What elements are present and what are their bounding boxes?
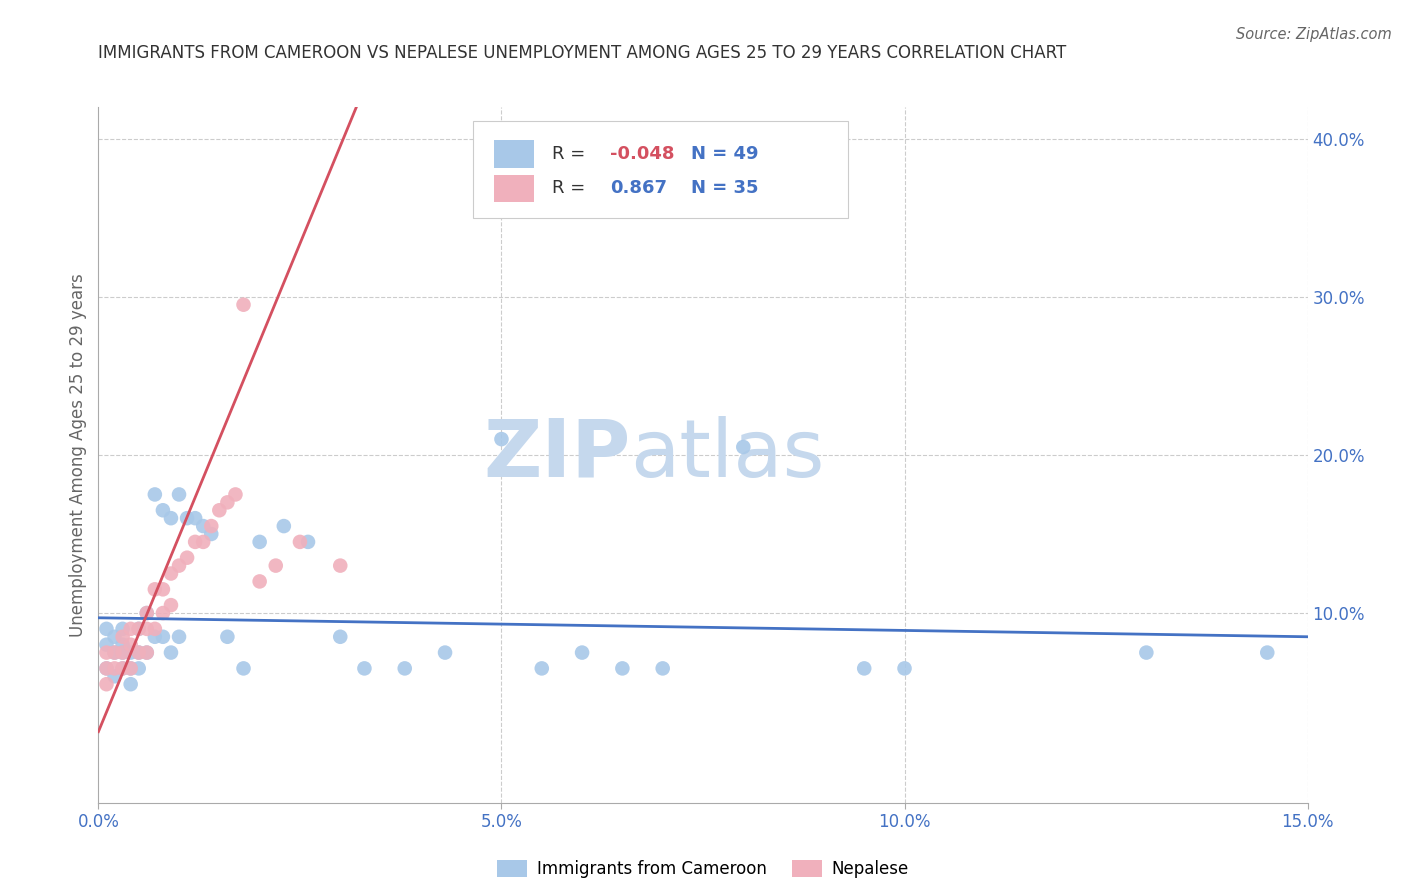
Point <box>893 661 915 675</box>
Text: 0.867: 0.867 <box>610 179 666 197</box>
Point <box>329 558 352 573</box>
Point <box>329 630 352 644</box>
Point <box>128 622 150 636</box>
Point <box>111 661 134 675</box>
Point <box>160 511 183 525</box>
Point <box>96 661 118 675</box>
Point <box>128 661 150 675</box>
Point <box>176 511 198 525</box>
FancyBboxPatch shape <box>494 140 534 168</box>
Text: atlas: atlas <box>630 416 825 494</box>
Point <box>103 661 125 675</box>
Point <box>111 638 134 652</box>
Legend: Immigrants from Cameroon, Nepalese: Immigrants from Cameroon, Nepalese <box>491 854 915 885</box>
Point <box>135 622 157 636</box>
Point <box>152 606 174 620</box>
Point <box>103 646 125 660</box>
Point <box>1256 646 1278 660</box>
Point <box>249 534 271 549</box>
Point <box>120 661 142 675</box>
Point <box>111 622 134 636</box>
Point <box>167 630 190 644</box>
FancyBboxPatch shape <box>494 175 534 202</box>
Point <box>217 630 239 644</box>
Point <box>1135 646 1157 660</box>
Point <box>249 574 271 589</box>
Point <box>103 646 125 660</box>
Point <box>160 598 183 612</box>
Text: Source: ZipAtlas.com: Source: ZipAtlas.com <box>1236 27 1392 42</box>
Point <box>111 646 134 660</box>
Point <box>853 661 876 675</box>
Point <box>571 646 593 660</box>
Text: N = 49: N = 49 <box>690 145 758 162</box>
Point <box>152 503 174 517</box>
Point <box>200 527 222 541</box>
Point <box>184 534 207 549</box>
Point <box>135 646 157 660</box>
Point <box>111 661 134 675</box>
Point <box>184 511 207 525</box>
Point <box>120 661 142 675</box>
Point <box>135 646 157 660</box>
Point <box>353 661 375 675</box>
Point <box>232 661 254 675</box>
Point <box>120 677 142 691</box>
Point <box>297 534 319 549</box>
Point <box>733 440 755 454</box>
Point <box>434 646 457 660</box>
Point <box>612 661 634 675</box>
Point <box>193 519 215 533</box>
Point <box>128 622 150 636</box>
Point <box>143 582 166 597</box>
Text: IMMIGRANTS FROM CAMEROON VS NEPALESE UNEMPLOYMENT AMONG AGES 25 TO 29 YEARS CORR: IMMIGRANTS FROM CAMEROON VS NEPALESE UNE… <box>98 45 1067 62</box>
Point <box>152 582 174 597</box>
Point <box>273 519 295 533</box>
Point <box>394 661 416 675</box>
Point <box>111 630 134 644</box>
Point <box>167 558 190 573</box>
Text: N = 35: N = 35 <box>690 179 758 197</box>
Text: -0.048: -0.048 <box>610 145 675 162</box>
Point <box>103 669 125 683</box>
Point <box>96 646 118 660</box>
Point <box>193 534 215 549</box>
Text: ZIP: ZIP <box>484 416 630 494</box>
Point <box>530 661 553 675</box>
Point <box>152 630 174 644</box>
Point <box>120 638 142 652</box>
Point <box>208 503 231 517</box>
Point <box>176 550 198 565</box>
Point <box>651 661 673 675</box>
Point <box>264 558 287 573</box>
Point <box>111 646 134 660</box>
Point <box>160 566 183 581</box>
Text: R =: R = <box>553 179 591 197</box>
Point <box>200 519 222 533</box>
Point <box>96 622 118 636</box>
Point <box>217 495 239 509</box>
Point <box>135 606 157 620</box>
Point <box>160 646 183 660</box>
Point <box>288 534 311 549</box>
Text: R =: R = <box>553 145 591 162</box>
Point <box>143 630 166 644</box>
Point <box>103 630 125 644</box>
Point <box>120 622 142 636</box>
Point <box>167 487 190 501</box>
Point <box>96 638 118 652</box>
FancyBboxPatch shape <box>474 121 848 219</box>
Point <box>96 677 118 691</box>
Point <box>143 622 166 636</box>
Point <box>120 646 142 660</box>
Point <box>96 661 118 675</box>
Y-axis label: Unemployment Among Ages 25 to 29 years: Unemployment Among Ages 25 to 29 years <box>69 273 87 637</box>
Point <box>128 646 150 660</box>
Point <box>135 606 157 620</box>
Point <box>128 646 150 660</box>
Point <box>232 298 254 312</box>
Point <box>143 487 166 501</box>
Point <box>224 487 246 501</box>
Point <box>491 432 513 446</box>
